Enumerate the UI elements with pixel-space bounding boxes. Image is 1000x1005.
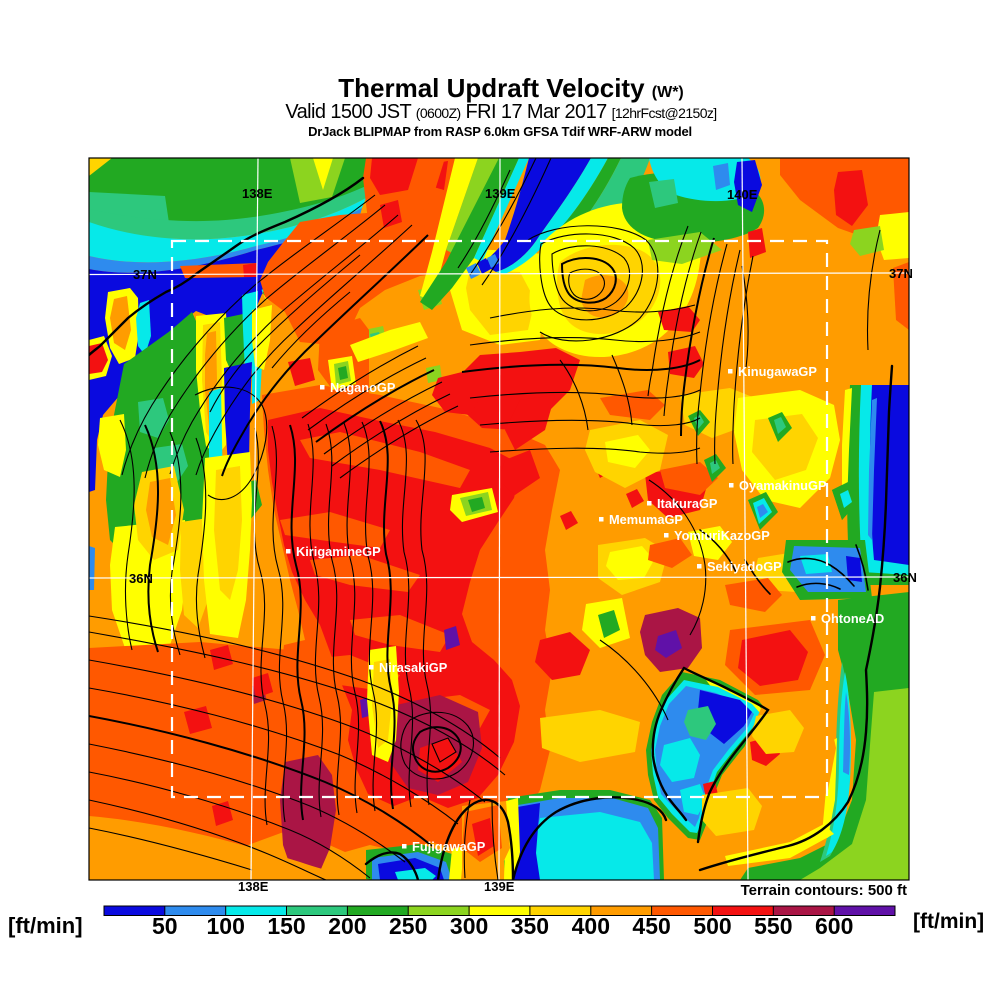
svg-text:150: 150	[267, 913, 305, 939]
svg-text:FujigawaGP: FujigawaGP	[412, 839, 486, 854]
svg-text:138E: 138E	[238, 879, 269, 894]
svg-text:OhtoneAD: OhtoneAD	[821, 611, 884, 626]
svg-text:36N: 36N	[893, 570, 917, 585]
svg-text:DrJack BLIPMAP from RASP 6.0km: DrJack BLIPMAP from RASP 6.0km GFSA Tdif…	[308, 124, 692, 139]
svg-text:100: 100	[207, 913, 245, 939]
svg-text:250: 250	[389, 913, 427, 939]
svg-text:550: 550	[754, 913, 792, 939]
svg-text:200: 200	[328, 913, 366, 939]
svg-text:OyamakinuGP: OyamakinuGP	[739, 478, 827, 493]
svg-text:MemumaGP: MemumaGP	[609, 512, 683, 527]
svg-text:NirasakiGP: NirasakiGP	[379, 660, 448, 675]
svg-text:KirigamineGP: KirigamineGP	[296, 544, 381, 559]
svg-text:Terrain contours: 500 ft: Terrain contours: 500 ft	[741, 882, 907, 899]
svg-text:37N: 37N	[133, 267, 157, 282]
svg-text:140E: 140E	[727, 187, 758, 202]
svg-text:50: 50	[152, 913, 178, 939]
svg-text:[ft/min]: [ft/min]	[913, 910, 984, 933]
svg-text:400: 400	[572, 913, 610, 939]
svg-text:450: 450	[632, 913, 670, 939]
svg-text:600: 600	[815, 913, 853, 939]
svg-text:138E: 138E	[242, 186, 273, 201]
svg-text:[ft/min]: [ft/min]	[8, 913, 83, 938]
svg-text:ItakuraGP: ItakuraGP	[657, 496, 718, 511]
svg-text:350: 350	[511, 913, 549, 939]
svg-text:KinugawaGP: KinugawaGP	[738, 364, 817, 379]
svg-text:500: 500	[693, 913, 731, 939]
svg-text:139E: 139E	[485, 186, 516, 201]
svg-text:300: 300	[450, 913, 488, 939]
svg-text:NaganoGP: NaganoGP	[330, 380, 396, 395]
svg-text:37N: 37N	[889, 266, 913, 281]
svg-text:Valid 1500 JST (0600Z) FRI 17: Valid 1500 JST (0600Z) FRI 17 Mar 2017 […	[285, 101, 716, 123]
svg-text:SekiyadoGP: SekiyadoGP	[707, 559, 782, 574]
svg-text:36N: 36N	[129, 571, 153, 586]
svg-text:139E: 139E	[484, 879, 515, 894]
svg-text:Thermal Updraft Velocity (W*): Thermal Updraft Velocity (W*)	[338, 73, 684, 103]
svg-text:YomiuriKazoGP: YomiuriKazoGP	[674, 528, 770, 543]
